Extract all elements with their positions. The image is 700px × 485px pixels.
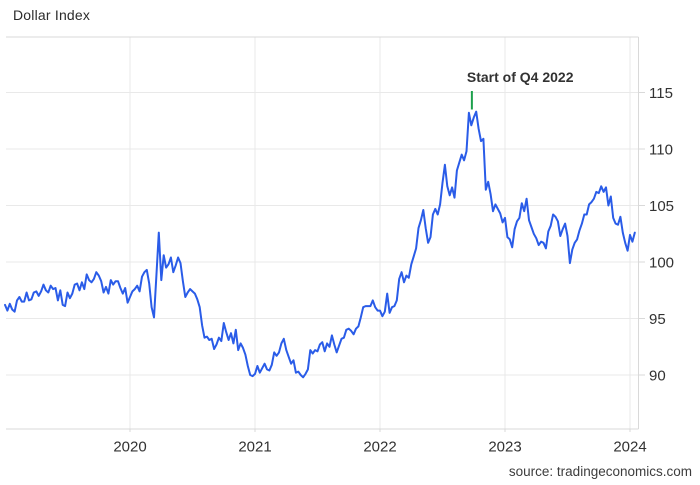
- y-axis-label: 90: [649, 368, 666, 385]
- y-axis-label: 105: [649, 198, 674, 215]
- x-axis-label: 2022: [363, 439, 396, 456]
- x-axis-label: 2024: [613, 439, 646, 456]
- annotation-layer: Start of Q4 2022: [467, 69, 574, 110]
- grid-layer: [6, 37, 645, 432]
- y-axis-label: 95: [649, 311, 666, 328]
- series-layer: [4, 110, 636, 379]
- annotation-label: Start of Q4 2022: [467, 69, 574, 85]
- dollar-index-series-line[interactable]: [4, 110, 636, 379]
- chart-title: Dollar Index: [13, 7, 91, 23]
- x-axis-label: 2021: [238, 439, 271, 456]
- x-axis-label: 2020: [113, 439, 146, 456]
- source-attribution: source: tradingeconomics.com: [508, 464, 692, 479]
- y-axis-label: 115: [649, 85, 673, 102]
- axis-labels: 90 95 100 105 110 115 2020 2021 2022 2023 2024: [113, 85, 674, 456]
- plot-frame: [6, 36, 639, 430]
- y-axis-label: 100: [649, 255, 674, 272]
- x-axis-label: 2023: [488, 439, 521, 456]
- y-axis-label: 110: [649, 142, 673, 159]
